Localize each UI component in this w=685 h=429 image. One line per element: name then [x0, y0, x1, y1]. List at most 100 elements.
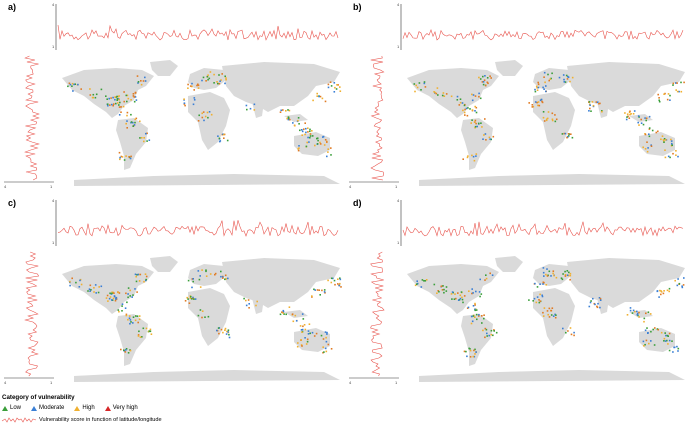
vulnerability-marker	[467, 155, 469, 157]
vulnerability-marker	[678, 90, 680, 93]
vulnerability-marker	[117, 291, 119, 294]
vulnerability-marker	[662, 139, 665, 141]
vulnerability-marker	[554, 114, 556, 116]
vulnerability-marker	[547, 111, 550, 113]
vulnerability-marker	[488, 136, 491, 139]
vulnerability-marker	[472, 94, 475, 96]
landmass	[495, 256, 523, 272]
vulnerability-marker	[253, 103, 256, 106]
vulnerability-marker	[136, 75, 139, 77]
vulnerability-marker	[306, 141, 308, 144]
vulnerability-marker	[128, 317, 131, 319]
landmass	[639, 132, 675, 156]
vulnerability-marker	[675, 82, 677, 84]
vulnerability-marker	[463, 295, 466, 297]
world-map	[62, 256, 342, 382]
vulnerability-marker	[561, 278, 564, 281]
vulnerability-marker	[121, 303, 124, 305]
vulnerability-marker	[199, 275, 201, 277]
vulnerability-marker	[478, 313, 480, 316]
vulnerability-marker	[187, 87, 189, 89]
vulnerability-marker	[218, 137, 221, 140]
vulnerability-marker	[224, 82, 226, 85]
top-tick-max: 4	[52, 198, 55, 203]
vulnerability-marker	[477, 122, 480, 125]
vulnerability-marker	[138, 280, 141, 282]
vulnerability-marker	[546, 268, 548, 270]
vulnerability-marker	[100, 285, 103, 288]
vulnerability-marker	[222, 331, 224, 334]
vulnerability-marker	[474, 348, 476, 351]
vulnerability-marker	[462, 109, 464, 112]
vulnerability-marker	[478, 315, 480, 317]
vulnerability-marker	[312, 99, 314, 102]
vulnerability-marker	[536, 296, 539, 298]
vulnerability-marker	[677, 350, 679, 352]
vulnerability-marker	[301, 331, 303, 333]
vulnerability-marker	[279, 111, 282, 113]
vulnerability-marker	[667, 343, 669, 345]
vulnerability-marker	[534, 88, 536, 91]
vulnerability-marker	[597, 302, 599, 305]
latitude-score-line	[370, 55, 385, 181]
vulnerability-marker	[308, 141, 310, 143]
vulnerability-marker	[489, 138, 491, 140]
vulnerability-marker	[283, 313, 285, 315]
vulnerability-marker	[339, 86, 341, 88]
vulnerability-marker	[304, 328, 307, 331]
vulnerability-marker	[221, 73, 223, 75]
vulnerability-marker	[665, 139, 667, 141]
vulnerability-marker	[538, 104, 541, 107]
vulnerability-marker	[435, 92, 438, 95]
vulnerability-marker	[632, 113, 635, 115]
vulnerability-marker	[282, 311, 285, 313]
vulnerability-marker	[642, 146, 644, 149]
vulnerability-marker	[460, 291, 463, 293]
vulnerability-marker	[536, 89, 539, 91]
vulnerability-marker	[539, 99, 542, 102]
vulnerability-marker	[109, 104, 111, 106]
vulnerability-marker	[245, 299, 247, 302]
vulnerability-marker	[671, 142, 673, 145]
vulnerability-marker	[285, 313, 287, 316]
vulnerability-marker	[330, 277, 333, 280]
vulnerability-marker	[220, 275, 222, 278]
vulnerability-marker	[126, 120, 128, 122]
vulnerability-marker	[94, 284, 97, 286]
vulnerability-marker	[484, 327, 487, 330]
vulnerability-marker	[532, 105, 535, 108]
vulnerability-marker	[201, 112, 203, 115]
vulnerability-marker	[469, 348, 471, 350]
vulnerability-marker	[130, 113, 132, 116]
landmass	[567, 62, 685, 112]
landmass	[533, 92, 575, 150]
vulnerability-marker	[122, 105, 125, 108]
vulnerability-marker	[80, 283, 83, 286]
vulnerability-marker	[461, 296, 463, 299]
vulnerability-marker	[140, 83, 143, 86]
vulnerability-marker	[544, 81, 546, 84]
vulnerability-marker	[486, 332, 488, 335]
vulnerability-marker	[228, 336, 231, 339]
vulnerability-marker	[571, 76, 574, 79]
vulnerability-marker	[541, 295, 544, 298]
vulnerability-marker	[109, 296, 112, 298]
vulnerability-marker	[570, 333, 573, 336]
landmass	[74, 370, 340, 382]
vulnerability-marker	[280, 109, 282, 112]
vulnerability-marker	[225, 333, 228, 335]
vulnerability-marker	[115, 298, 117, 300]
vulnerability-marker	[225, 278, 227, 280]
vulnerability-marker	[657, 328, 659, 331]
vulnerability-marker	[330, 147, 332, 149]
vulnerability-marker	[193, 89, 195, 91]
vulnerability-marker	[294, 124, 296, 127]
vulnerability-marker	[658, 99, 660, 102]
vulnerability-marker	[658, 296, 660, 298]
vulnerability-marker	[601, 110, 603, 112]
vulnerability-marker	[201, 310, 204, 312]
vulnerability-marker	[197, 84, 200, 87]
vulnerability-marker	[113, 103, 115, 105]
vulnerability-marker	[461, 102, 464, 104]
vulnerability-marker	[589, 104, 591, 106]
